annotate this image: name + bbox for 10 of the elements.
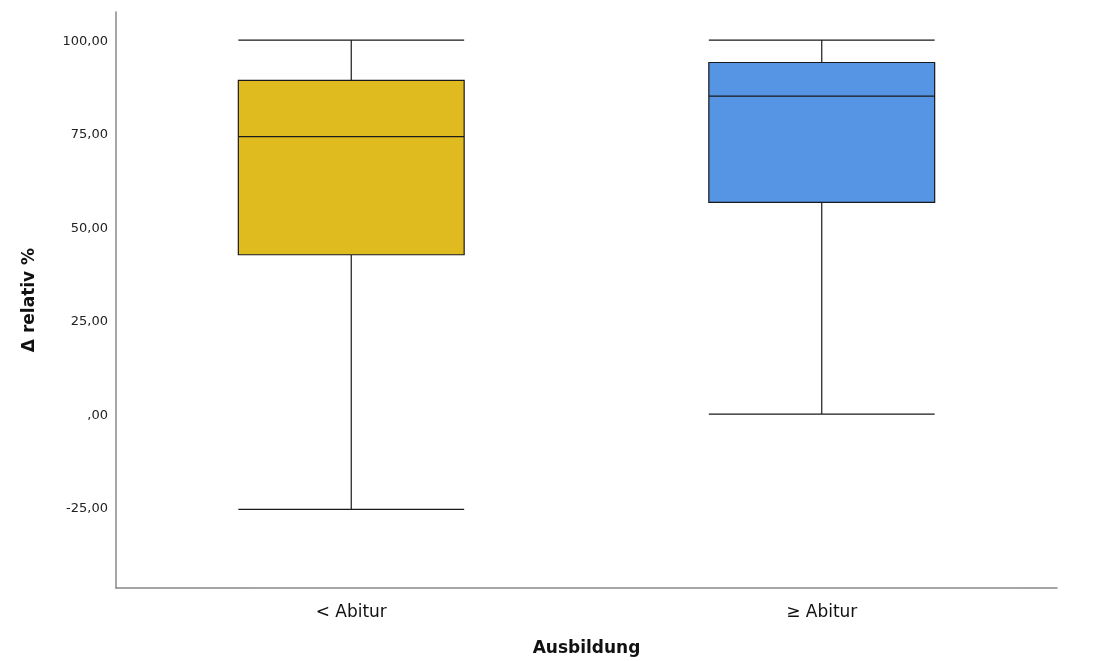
y-tick-label: ,00 [87,406,108,422]
x-tick-label: ≥ Abitur [786,600,858,621]
y-axis-title: Δ relativ % [17,247,38,353]
y-tick-label: 75,00 [70,126,108,142]
x-tick-label: < Abitur [315,600,387,621]
y-tick-label: 50,00 [70,219,108,235]
y-tick-label: 25,00 [70,313,108,329]
y-tick-label: -25,00 [66,500,108,516]
x-axis-title: Ausbildung [532,636,641,657]
y-tick-label: 100,00 [62,32,108,48]
